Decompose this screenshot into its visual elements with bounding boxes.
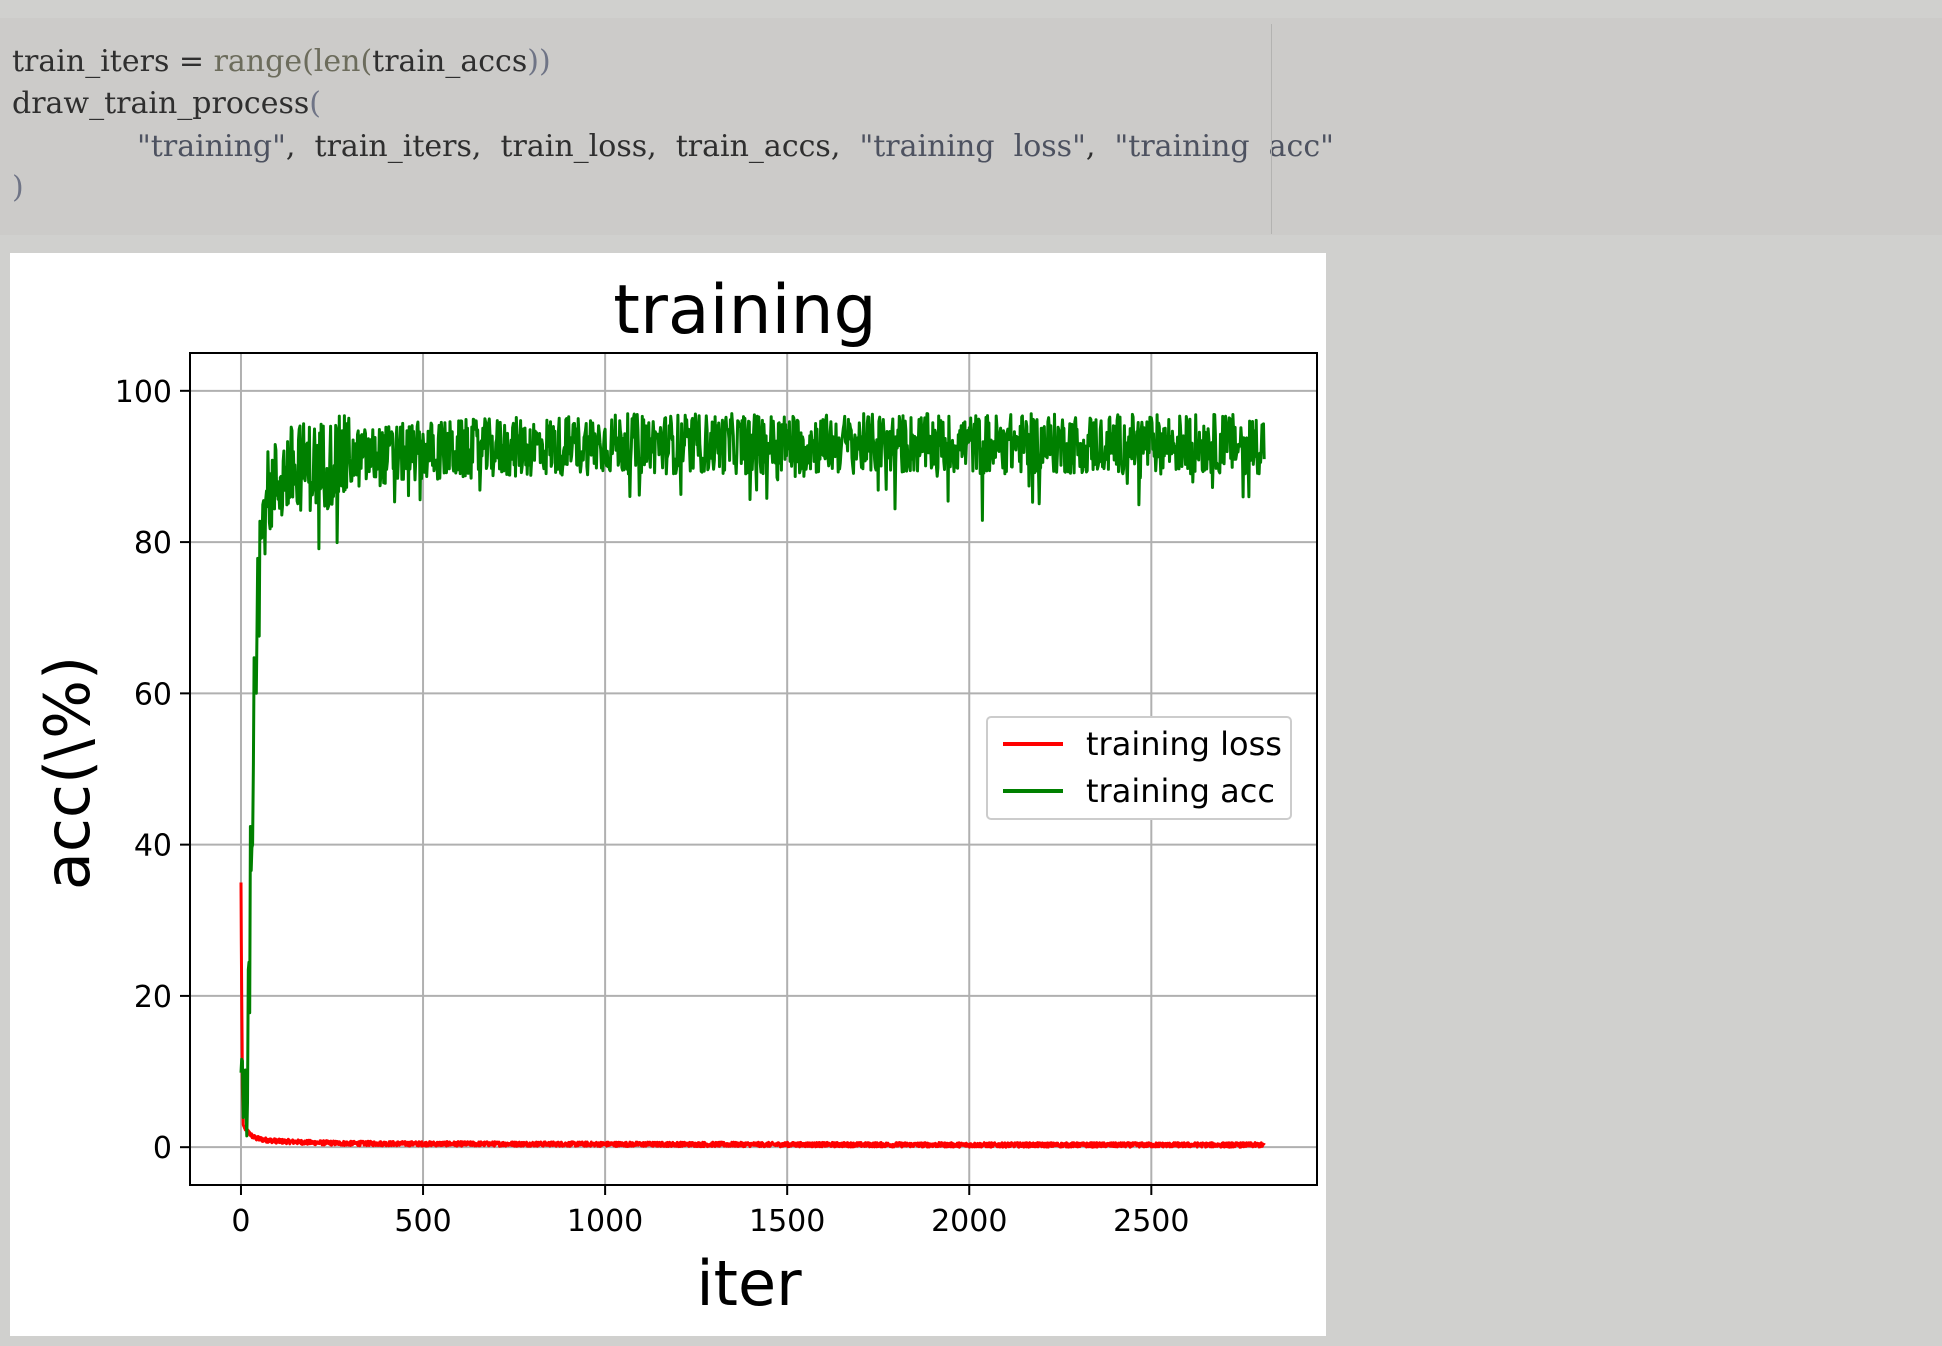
y-tick-label: 60	[134, 677, 172, 712]
x-tick-label: 1000	[567, 1204, 643, 1239]
code-divider	[1271, 24, 1272, 234]
chart-title: training	[613, 271, 876, 350]
code-line-3: "training", train_iters, train_loss, tra…	[137, 129, 1334, 164]
y-tick-label: 80	[134, 526, 172, 561]
axes-frame	[189, 352, 1318, 1186]
code-line-1: train_iters = range(len(train_accs))	[12, 44, 551, 79]
legend: training loss training acc	[986, 716, 1292, 820]
code-line-4: )	[12, 170, 24, 205]
series-line-training-acc	[239, 412, 1266, 1138]
x-tick-label: 1500	[749, 1204, 825, 1239]
series-group	[239, 412, 1266, 1149]
y-tick-label: 20	[134, 980, 172, 1015]
legend-label-loss: training loss	[1086, 725, 1282, 763]
y-tick-label: 100	[115, 375, 172, 410]
legend-label-acc: training acc	[1086, 772, 1275, 810]
x-tick-label: 0	[231, 1204, 250, 1239]
plot-output: training 0 500 1000 1500 2000 2500 0 20 40 60 80 10…	[10, 253, 1326, 1336]
training-chart: training 0 500 1000 1500 2000 2500 0 20 40 60 80 10…	[31, 271, 1318, 1320]
series-line-training-loss	[239, 882, 1266, 1149]
code-cell[interactable]: train_iters = range(len(train_accs)) dra…	[0, 18, 1942, 235]
x-tick-label: 500	[394, 1204, 451, 1239]
x-tick-label: 2000	[931, 1204, 1007, 1239]
x-tick-label: 2500	[1113, 1204, 1189, 1239]
ticks: 0 500 1000 1500 2000 2500 0 20 40 60 80 100	[115, 375, 1190, 1239]
y-axis-label: acc(\%)	[31, 656, 104, 890]
y-tick-label: 0	[153, 1131, 172, 1166]
code-line-2: draw_train_process(	[12, 86, 321, 121]
y-tick-label: 40	[134, 829, 172, 864]
x-axis-label: iter	[696, 1247, 802, 1320]
